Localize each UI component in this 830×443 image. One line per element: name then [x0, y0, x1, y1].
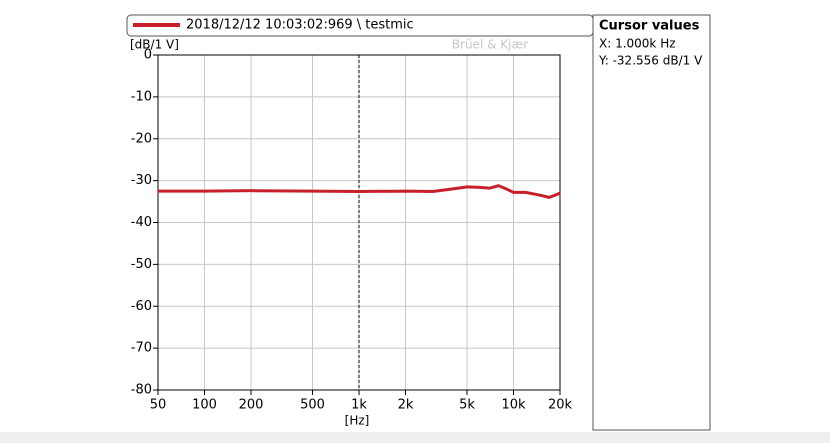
- x-axis-label: [Hz]: [345, 414, 370, 428]
- x-tick-label: 2k: [398, 398, 414, 413]
- x-tick-label: 50: [150, 398, 167, 413]
- cursor-x: X: 1.000k Hz: [599, 37, 676, 51]
- x-tick-label: 10k: [501, 398, 526, 413]
- x-tick-label: 20k: [548, 398, 573, 413]
- y-tick-label: -80: [131, 383, 152, 398]
- cursor-panel: [592, 14, 711, 431]
- y-tick-label: -40: [131, 215, 152, 230]
- x-tick-label: 500: [300, 398, 325, 413]
- y-tick-label: -30: [131, 173, 152, 188]
- y-tick-label: -70: [131, 341, 152, 356]
- x-tick-label: 200: [239, 398, 264, 413]
- cursor-y: Y: -32.556 dB/1 V: [598, 54, 703, 68]
- x-tick-label: 5k: [459, 398, 475, 413]
- data-line: [158, 184, 561, 199]
- y-tick-label: -60: [131, 299, 152, 314]
- y-tick-label: 0: [144, 48, 152, 63]
- x-tick-label: 100: [192, 398, 217, 413]
- x-tick-label: 1k: [351, 398, 367, 413]
- watermark: Brüel & Kjær: [452, 38, 528, 52]
- bottom-strip: [0, 432, 830, 443]
- y-tick-label: -10: [131, 89, 152, 104]
- cursor-title: Cursor values: [599, 19, 700, 34]
- y-tick-label: -50: [131, 257, 152, 272]
- y-axis-label: [dB/1 V]: [130, 38, 179, 52]
- y-tick-label: -20: [131, 131, 152, 146]
- legend-label: 2018/12/12 10:03:02:969 \ testmic: [186, 18, 414, 33]
